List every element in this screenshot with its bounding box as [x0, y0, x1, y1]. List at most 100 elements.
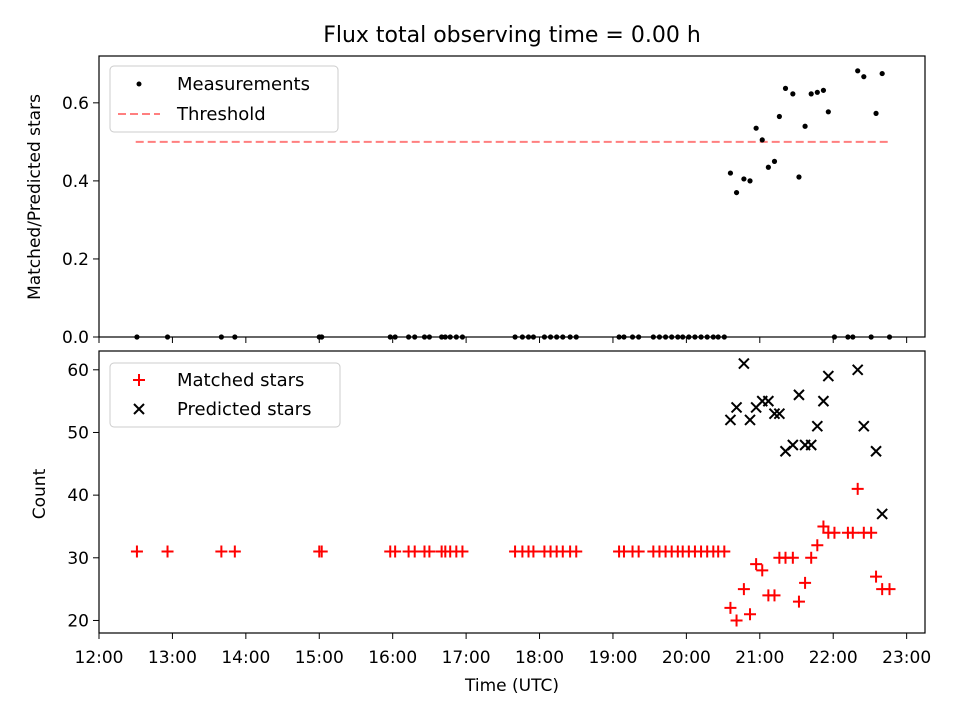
matched-point	[456, 545, 469, 558]
measurement-point	[820, 87, 827, 93]
matched-point	[750, 558, 763, 571]
predicted-point	[724, 414, 737, 426]
predicted-point	[793, 389, 805, 401]
matched-point	[851, 482, 864, 495]
predicted-point	[762, 395, 775, 407]
x-tick-label: 16:00	[368, 648, 417, 668]
predicted-point	[730, 401, 743, 414]
matched-point	[737, 583, 750, 596]
ratio-legend: Measurements Threshold	[109, 65, 339, 133]
measurements-legend-marker	[136, 81, 142, 87]
predicted-point	[858, 420, 870, 432]
matched-point	[811, 539, 824, 552]
matched-point	[883, 583, 896, 596]
matched-point	[215, 545, 228, 558]
predicted-point	[744, 414, 756, 426]
matched-point	[792, 595, 805, 608]
x-tick-label: 22:00	[809, 648, 858, 668]
x-tick-label: 12:00	[75, 648, 124, 668]
x-tick-label: 23:00	[882, 648, 931, 668]
matched-point	[828, 526, 841, 539]
y-tick-label: 60	[67, 361, 89, 381]
matched-point	[315, 545, 328, 558]
count-y-axis-label: Count	[30, 468, 50, 519]
measurement-point	[733, 189, 740, 196]
matched-point	[870, 570, 883, 583]
x-tick-label: 13:00	[148, 648, 197, 668]
measurement-point	[771, 158, 778, 164]
measurement-point	[790, 91, 796, 97]
x-tick-label: 17:00	[442, 648, 491, 668]
predicted-point	[876, 508, 888, 520]
predicted-point	[870, 445, 882, 457]
matched-point	[805, 551, 818, 564]
predicted-point	[768, 407, 781, 420]
measurement-point	[753, 125, 759, 131]
y-tick-label: 0.2	[62, 250, 89, 270]
legend-measurements: Measurements	[177, 74, 310, 95]
matched-point	[865, 526, 878, 539]
matched-point	[744, 608, 757, 621]
matched-point	[724, 601, 737, 614]
ratio-panel-frame	[98, 55, 926, 338]
matched-point	[423, 545, 436, 558]
x-axis-label: Time (UTC)	[464, 676, 559, 696]
matched-point	[786, 551, 799, 564]
measurement-point	[855, 68, 861, 74]
measurement-point	[825, 109, 831, 115]
y-tick-label: 0.6	[62, 94, 89, 114]
matched-point	[730, 614, 743, 627]
predicted-point	[811, 420, 824, 432]
matched-point	[570, 545, 583, 558]
measurement-point	[879, 70, 885, 77]
predicted-point	[851, 364, 864, 376]
x-tick-label: 21:00	[735, 648, 784, 668]
y-tick-label: 50	[67, 423, 89, 443]
y-tick-label: 30	[67, 549, 89, 569]
predicted-point	[738, 357, 750, 370]
measurement-point	[759, 137, 765, 143]
measurement-point	[782, 85, 789, 91]
measurement-point	[727, 170, 734, 176]
ratio-legend-box	[109, 65, 339, 133]
measurement-point	[796, 174, 802, 180]
matched-point	[768, 589, 781, 602]
matched-point	[817, 520, 830, 533]
ratio-panel: 0.0 0.2 0.4 0.6 Matched/Predicted stars Mea…	[25, 55, 926, 348]
legend-threshold: Threshold	[176, 104, 266, 125]
predicted-point	[773, 407, 786, 420]
count-panel: 20 30 40 50 60 12:00 13:00 14:00 15:00 16:00 17:00…	[30, 350, 931, 696]
legend-predicted: Predicted stars	[177, 399, 311, 420]
count-legend: Matched stars Predicted stars	[109, 362, 341, 428]
measurement-point	[802, 123, 808, 129]
measurement-point	[814, 89, 820, 95]
measurement-point	[747, 178, 753, 184]
matched-legend-marker	[133, 374, 145, 386]
matched-point	[130, 545, 143, 558]
matched-point	[718, 545, 731, 558]
matched-point	[846, 526, 859, 539]
predicted-point	[817, 395, 830, 407]
predicted-legend-marker	[133, 403, 145, 415]
count-panel-frame	[98, 350, 926, 634]
measurement-point	[808, 91, 814, 97]
matched-point	[799, 576, 812, 589]
matched-point	[632, 545, 645, 558]
measurement-point	[776, 113, 782, 120]
matched-point	[228, 545, 241, 558]
predicted-point	[805, 439, 817, 451]
predicted-point	[822, 370, 835, 382]
x-tick-label: 14:00	[221, 648, 270, 668]
x-tick-label: 18:00	[515, 648, 564, 668]
measurement-point	[765, 164, 771, 170]
matched-point	[389, 545, 402, 558]
count-legend-box	[109, 362, 341, 428]
ratio-y-axis-label: Matched/Predicted stars	[25, 94, 45, 300]
matched-point	[161, 545, 174, 558]
measurement-point	[741, 176, 747, 182]
x-tick-label: 19:00	[588, 648, 637, 668]
matched-point	[756, 564, 769, 577]
x-tick-label: 15:00	[295, 648, 344, 668]
predicted-point	[787, 439, 799, 451]
